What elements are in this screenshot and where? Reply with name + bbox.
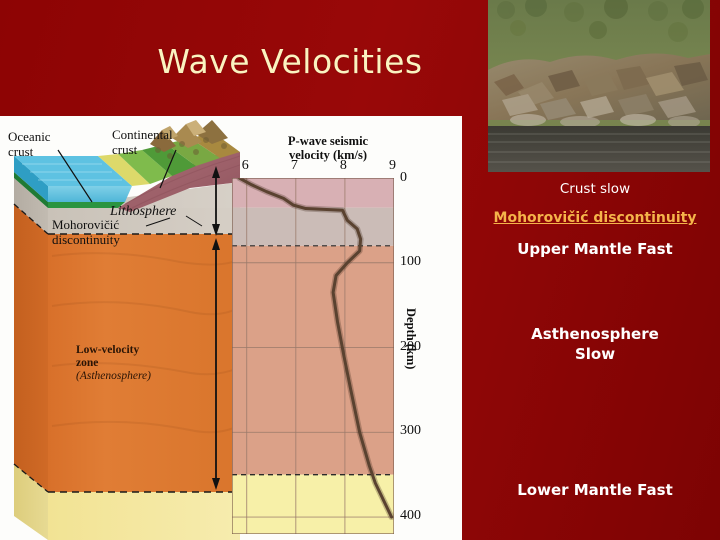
annotation-crust-slow: Crust slow xyxy=(559,181,631,197)
label-oceanic-crust: Oceanic crust xyxy=(8,129,51,159)
annotation-moho-discontinuity: Mohorovičić discontinuity xyxy=(493,210,697,226)
chart-y-tick: 100 xyxy=(400,253,421,269)
label-low-velocity-zone: Low-velocity zone (Asthenosphere) xyxy=(76,344,151,382)
chart-y-tick: 400 xyxy=(400,508,421,524)
chart-band xyxy=(232,474,394,534)
chart-x-tick: 6 xyxy=(241,158,249,173)
label-lithosphere: Lithosphere xyxy=(110,204,177,219)
label-continental-crust: Continental crust xyxy=(112,127,173,157)
chart-y-axis-label: Depth (km) xyxy=(404,308,418,370)
page-title: Wave Velocities xyxy=(157,42,423,81)
rocky-outcrop-photo xyxy=(488,0,710,172)
chart-title: P-wave seismic velocity (km/s) xyxy=(287,134,369,162)
annotation-upper-mantle-fast: Upper Mantle Fast xyxy=(517,240,673,258)
pwave-velocity-chart xyxy=(232,178,394,534)
chart-band xyxy=(232,178,394,208)
chart-y-tick: 0 xyxy=(400,170,407,185)
figure-panel: Oceanic crust Continental crust Lithosph… xyxy=(0,116,462,540)
annotation-asthenosphere-slow: Asthenosphere Slow xyxy=(531,325,659,363)
chart-y-tick: 200 xyxy=(400,338,421,354)
chart-band xyxy=(232,245,394,475)
chart-x-tick: 8 xyxy=(339,158,347,173)
chart-y-tick: 300 xyxy=(400,423,421,439)
chart-band xyxy=(232,207,394,246)
velocity-curve xyxy=(237,178,394,519)
earth-block-diagram xyxy=(13,120,240,540)
annotation-lower-mantle-fast: Lower Mantle Fast xyxy=(517,481,673,499)
label-moho-discontinuity: Mohorovičić discontinuity xyxy=(52,217,120,247)
chart-x-tick: 9 xyxy=(389,158,396,173)
chart-x-tick: 7 xyxy=(290,158,298,173)
